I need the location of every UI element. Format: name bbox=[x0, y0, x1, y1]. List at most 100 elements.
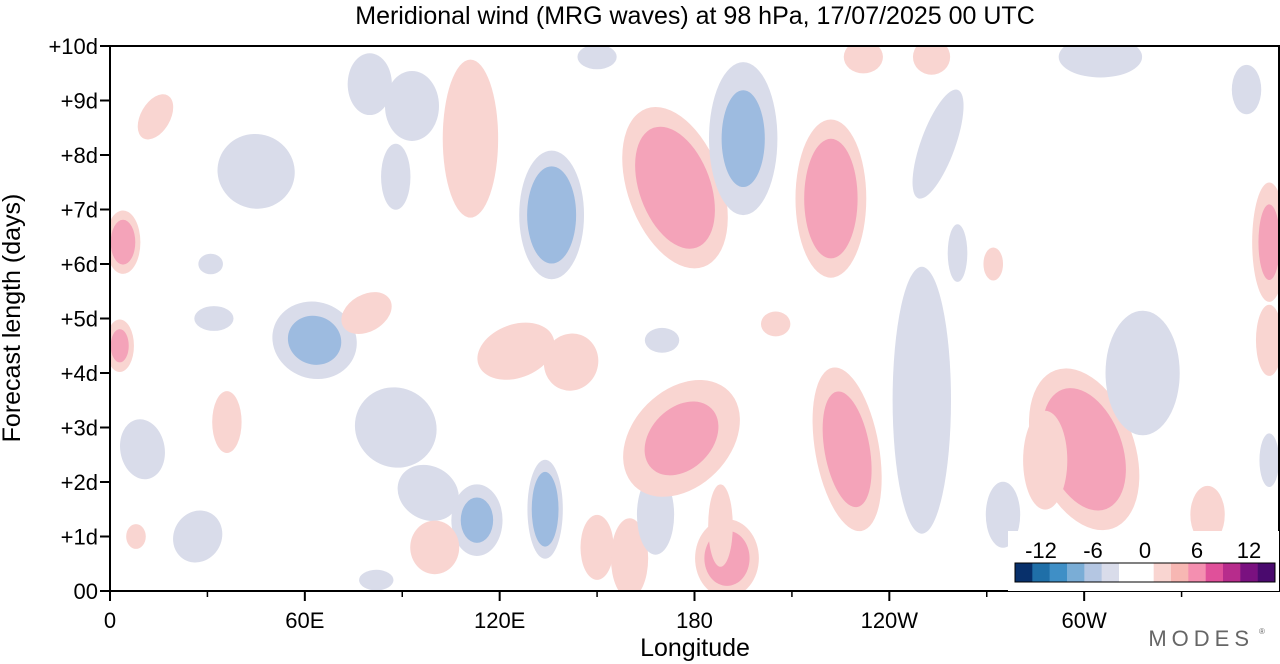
wind-anomaly-southerly bbox=[1252, 182, 1279, 302]
wind-anomaly-southerly bbox=[137, 94, 174, 140]
wind-anomaly-southerly bbox=[580, 514, 614, 580]
plot-area: 0 60E 120E 180 120W 60W 00 +1d +2d +3d +4d +5d +6d +… bbox=[48, 34, 1280, 633]
contour-band bbox=[1023, 410, 1068, 510]
colorbar-frame bbox=[1014, 562, 1276, 583]
contour-band bbox=[198, 253, 223, 275]
contour-band bbox=[287, 315, 342, 365]
colorbar-label: 6 bbox=[1191, 538, 1203, 563]
colorbar-label: 0 bbox=[1139, 538, 1151, 563]
x-tick-label: 120W bbox=[861, 608, 919, 633]
wind-anomaly-southerly bbox=[760, 311, 791, 337]
y-axis-label: Forecast length (days) bbox=[0, 194, 26, 443]
contour-band bbox=[760, 311, 791, 337]
wind-anomaly-northerly bbox=[644, 327, 680, 353]
y-tick-label: +10d bbox=[48, 34, 98, 59]
colorbar-swatch bbox=[1049, 563, 1068, 582]
wind-anomaly-southerly bbox=[110, 319, 134, 373]
wind-anomaly-southerly bbox=[983, 247, 1004, 281]
contour-band bbox=[912, 46, 951, 75]
wind-anomaly-northerly bbox=[359, 569, 394, 591]
wind-anomaly-southerly bbox=[812, 367, 882, 532]
contour-band bbox=[1259, 433, 1279, 487]
chart-title: Meridional wind (MRG waves) at 98 hPa, 1… bbox=[355, 2, 1035, 30]
colorbar: -12 -6 0 6 12 bbox=[1008, 531, 1279, 591]
colorbar-swatch bbox=[1067, 563, 1085, 582]
contour-band bbox=[477, 322, 555, 380]
contour-band bbox=[1105, 310, 1180, 436]
wind-anomaly-northerly bbox=[1231, 64, 1262, 115]
wind-anomaly-northerly bbox=[709, 62, 778, 216]
wind-anomaly-northerly bbox=[892, 266, 952, 534]
contour-band bbox=[1058, 46, 1143, 78]
contour-band bbox=[644, 401, 719, 476]
contour-band bbox=[354, 387, 437, 468]
wind-anomaly-northerly bbox=[1058, 46, 1143, 78]
wind-anomaly-northerly bbox=[194, 306, 234, 331]
y-tick-label: +4d bbox=[61, 361, 98, 386]
contour-band bbox=[460, 497, 494, 543]
colorbar-swatch bbox=[1257, 563, 1276, 582]
x-tick-label: 0 bbox=[104, 608, 116, 633]
wind-anomaly-southerly bbox=[1190, 485, 1225, 544]
wind-anomaly-southerly bbox=[610, 532, 636, 574]
y-tick-label: +7d bbox=[61, 198, 98, 223]
contour-layer bbox=[110, 46, 1279, 591]
contour-band bbox=[119, 419, 165, 480]
y-tick-label: +1d bbox=[61, 525, 98, 550]
colorbar-swatch bbox=[1153, 563, 1172, 582]
wind-anomaly-southerly bbox=[410, 520, 460, 575]
y-tick-label: +9d bbox=[61, 89, 98, 114]
wind-anomaly-southerly bbox=[1023, 410, 1068, 510]
colorbar-swatch bbox=[1084, 563, 1102, 582]
y-axis: 00 +1d +2d +3d +4d +5d +6d +7d +8d +9d +10d bbox=[48, 34, 110, 604]
wind-anomaly-southerly bbox=[126, 524, 146, 549]
wind-anomaly-southerly bbox=[1255, 304, 1279, 376]
wind-anomaly-northerly bbox=[912, 89, 964, 199]
x-tick-label: 180 bbox=[676, 608, 713, 633]
wind-anomaly-northerly bbox=[272, 301, 357, 380]
contour-band bbox=[1258, 204, 1279, 280]
contour-band bbox=[194, 306, 234, 331]
contour-band bbox=[217, 133, 295, 209]
contour-band bbox=[1190, 485, 1225, 544]
contour-band bbox=[347, 53, 392, 116]
wind-anomaly-southerly bbox=[623, 380, 740, 497]
contour-band bbox=[1231, 64, 1262, 115]
wind-anomaly-northerly bbox=[397, 464, 459, 521]
wind-anomaly-northerly bbox=[519, 150, 585, 280]
wind-anomaly-southerly bbox=[442, 59, 499, 218]
wind-anomaly-northerly bbox=[217, 133, 295, 209]
wind-anomaly-southerly bbox=[622, 107, 728, 269]
contour-band bbox=[110, 329, 129, 363]
wind-anomaly-northerly bbox=[198, 253, 223, 275]
wind-anomaly-southerly bbox=[543, 333, 599, 391]
contour-band bbox=[397, 464, 459, 521]
wind-anomaly-northerly bbox=[1105, 310, 1180, 436]
y-tick-label: +5d bbox=[61, 307, 98, 332]
contour-band bbox=[843, 46, 883, 74]
x-tick-label: 60E bbox=[285, 608, 324, 633]
wind-anomaly-southerly bbox=[843, 46, 883, 74]
contour-band bbox=[892, 266, 952, 534]
contour-band bbox=[341, 292, 392, 335]
contour-band bbox=[804, 138, 858, 259]
wind-anomaly-northerly bbox=[384, 70, 439, 141]
contour-band bbox=[983, 247, 1004, 281]
contour-band bbox=[721, 90, 765, 188]
contour-band bbox=[410, 520, 460, 575]
y-tick-label: +6d bbox=[61, 252, 98, 277]
colorbar-swatch bbox=[1136, 563, 1154, 582]
contour-band bbox=[384, 70, 439, 141]
contour-band bbox=[126, 524, 146, 549]
colorbar-swatch bbox=[1223, 563, 1241, 582]
contour-band bbox=[359, 569, 394, 591]
colorbar-swatch bbox=[1188, 563, 1206, 582]
y-tick-label: +2d bbox=[61, 470, 98, 495]
contour-band bbox=[635, 126, 715, 249]
colorbar-swatch bbox=[1032, 563, 1050, 582]
colorbar-label: -12 bbox=[1025, 538, 1057, 563]
wind-anomaly-northerly bbox=[381, 143, 411, 210]
wind-anomaly-northerly bbox=[354, 387, 437, 468]
contour-band bbox=[212, 391, 242, 453]
